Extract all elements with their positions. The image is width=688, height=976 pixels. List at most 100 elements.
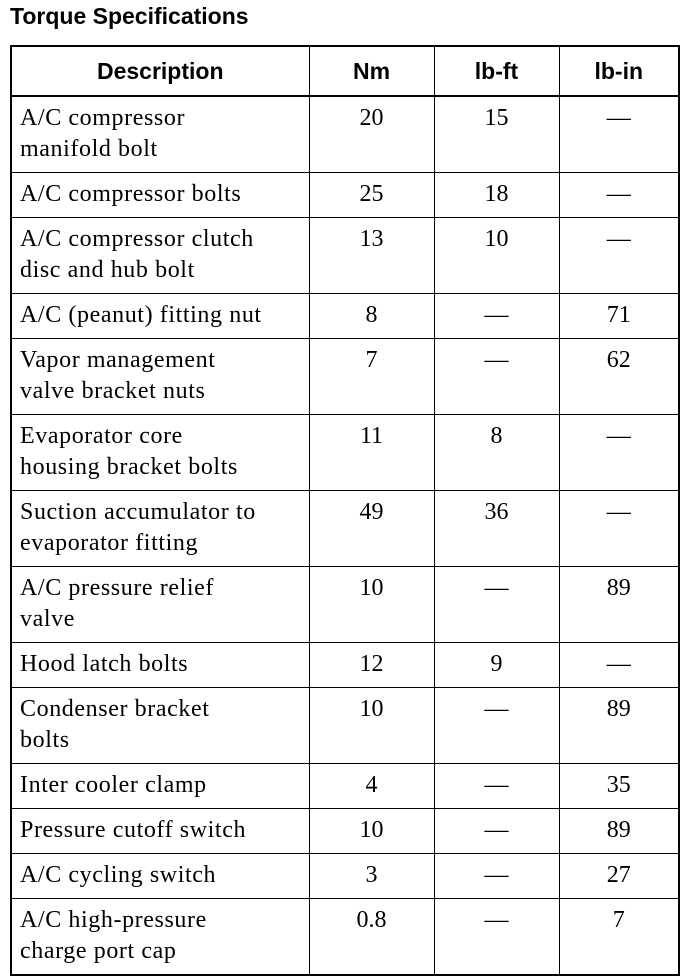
value-cell: — [433, 293, 560, 339]
header-row: Description Nm lb-ft lb-in [10, 45, 680, 97]
column-header: Description [10, 45, 310, 97]
description-line: Suction accumulator to [20, 499, 256, 525]
value-cell: 62 [558, 338, 680, 415]
description-cell: A/C (peanut) fitting nut [10, 293, 310, 339]
value-cell: 89 [558, 566, 680, 643]
table-row: Suction accumulator to evaporator fitting… [10, 490, 680, 567]
table-row: Hood latch bolts 12 9— [10, 642, 680, 688]
value-cell: 8 [308, 293, 435, 339]
description-cell: Hood latch bolts [10, 642, 310, 688]
value-cell: — [433, 763, 560, 809]
description-line: Condenser bracket [20, 696, 210, 722]
value-cell: 89 [558, 687, 680, 764]
description-line: A/C high-pressure [20, 907, 207, 933]
description-cell: A/C high-pressure charge port cap [10, 898, 310, 976]
description-cell: Inter cooler clamp [10, 763, 310, 809]
description-cell: Condenser bracket bolts [10, 687, 310, 764]
description-line: housing bracket bolts [20, 454, 238, 480]
value-cell: 10 [308, 566, 435, 643]
value-cell: 13 [308, 217, 435, 294]
table-row: A/C high-pressure charge port cap 0.8—7 [10, 898, 680, 976]
description-line: bolts [20, 727, 70, 753]
value-cell: 4 [308, 763, 435, 809]
description-line: A/C cycling switch [20, 862, 217, 888]
description-line: A/C (peanut) fitting nut [20, 302, 262, 328]
value-cell: 25 [308, 172, 435, 218]
description-line: Pressure cutoff switch [20, 817, 247, 843]
table-row: A/C compressor clutch disc and hub bolt 13… [10, 217, 680, 294]
value-cell: 15 [433, 95, 560, 173]
table-row: Pressure cutoff switch 10—89 [10, 808, 680, 854]
value-cell: — [433, 853, 560, 899]
description-line: Hood latch bolts [20, 651, 189, 677]
table-body: A/C compressor manifold bolt 20 15— A/C comp… [10, 95, 680, 976]
value-cell: 10 [308, 687, 435, 764]
description-line: disc and hub bolt [20, 257, 195, 283]
value-cell: 9 [433, 642, 560, 688]
value-cell: 89 [558, 808, 680, 854]
table-row: Evaporator core housing bracket bolts 11 8— [10, 414, 680, 491]
value-cell: — [433, 338, 560, 415]
value-cell: — [558, 490, 680, 567]
description-line: Inter cooler clamp [20, 772, 207, 798]
value-cell: 12 [308, 642, 435, 688]
description-line: charge port cap [20, 938, 177, 964]
value-cell: — [558, 642, 680, 688]
value-cell: — [433, 898, 560, 976]
value-cell: 11 [308, 414, 435, 491]
description-line: valve bracket nuts [20, 378, 206, 404]
description-line: evaporator fitting [20, 530, 199, 556]
value-cell: — [558, 95, 680, 173]
value-cell: 36 [433, 490, 560, 567]
value-cell: 0.8 [308, 898, 435, 976]
table-row: Inter cooler clamp 4—35 [10, 763, 680, 809]
value-cell: — [433, 808, 560, 854]
table-row: A/C compressor bolts 25 18— [10, 172, 680, 218]
value-cell: 18 [433, 172, 560, 218]
column-header: lb-ft [433, 45, 560, 97]
value-cell: — [433, 566, 560, 643]
description-line: manifold bolt [20, 136, 158, 162]
description-line: Vapor management [20, 347, 216, 373]
description-line: A/C pressure relief [20, 575, 215, 601]
description-cell: Vapor management valve bracket nuts [10, 338, 310, 415]
description-cell: Pressure cutoff switch [10, 808, 310, 854]
description-cell: Evaporator core housing bracket bolts [10, 414, 310, 491]
table-row: A/C cycling switch 3—27 [10, 853, 680, 899]
column-header: lb-in [558, 45, 680, 97]
table-row: Condenser bracket bolts 10—89 [10, 687, 680, 764]
description-line: A/C compressor [20, 105, 186, 131]
description-line: Evaporator core [20, 423, 183, 449]
value-cell: — [433, 687, 560, 764]
description-cell: A/C cycling switch [10, 853, 310, 899]
description-line: A/C compressor clutch [20, 226, 254, 252]
torque-table: Description Nm lb-ft lb-in A/C compressor ma… [10, 45, 680, 976]
value-cell: 3 [308, 853, 435, 899]
table-row: A/C (peanut) fitting nut 8—71 [10, 293, 680, 339]
value-cell: 7 [558, 898, 680, 976]
value-cell: 35 [558, 763, 680, 809]
description-cell: A/C compressor manifold bolt [10, 95, 310, 173]
description-cell: Suction accumulator to evaporator fitting [10, 490, 310, 567]
value-cell: 27 [558, 853, 680, 899]
value-cell: — [558, 172, 680, 218]
table-row: Vapor management valve bracket nuts 7—62 [10, 338, 680, 415]
table-row: A/C pressure relief valve 10—89 [10, 566, 680, 643]
value-cell: 7 [308, 338, 435, 415]
value-cell: — [558, 217, 680, 294]
value-cell: 10 [433, 217, 560, 294]
value-cell: — [558, 414, 680, 491]
value-cell: 8 [433, 414, 560, 491]
value-cell: 20 [308, 95, 435, 173]
description-cell: A/C compressor bolts [10, 172, 310, 218]
value-cell: 10 [308, 808, 435, 854]
value-cell: 71 [558, 293, 680, 339]
value-cell: 49 [308, 490, 435, 567]
column-header: Nm [308, 45, 435, 97]
description-cell: A/C compressor clutch disc and hub bolt [10, 217, 310, 294]
title: Torque Specifications [10, 3, 249, 29]
description-cell: A/C pressure relief valve [10, 566, 310, 643]
description-line: valve [20, 606, 75, 632]
description-line: A/C compressor bolts [20, 181, 242, 207]
